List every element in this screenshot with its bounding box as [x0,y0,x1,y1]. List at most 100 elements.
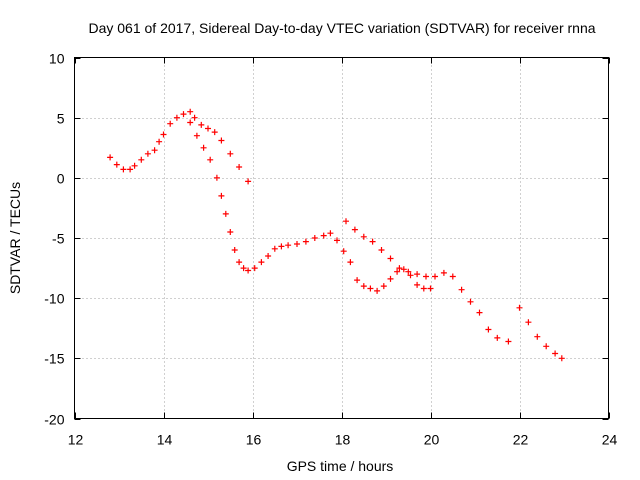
data-point [552,350,559,357]
data-point [378,247,385,253]
data-point [494,334,501,341]
data-point [113,161,120,168]
data-point [449,273,456,280]
data-point [227,150,234,157]
x-tick-label: 22 [513,432,529,448]
data-point [407,272,414,279]
data-point [167,120,174,127]
y-axis-label: SDTVAR / TECUs [7,182,23,294]
data-point [505,338,512,345]
data-point [213,174,220,181]
data-point [156,138,163,145]
data-point [343,218,349,225]
data-point [265,253,272,259]
data-point [258,259,265,266]
data-point [396,265,403,272]
series-track-3 [343,218,512,345]
data-point [360,233,367,240]
data-point [138,156,145,163]
data-point [211,129,218,136]
data-point [367,285,374,292]
x-axis-label: GPS time / hours [287,458,394,474]
data-point [131,162,138,169]
data-point [107,154,114,161]
data-point [525,319,532,326]
y-tick-label: -5 [52,231,65,247]
data-point [193,132,200,139]
x-tick-label: 14 [157,432,173,448]
data-point [414,271,421,278]
data-point [387,255,394,262]
data-point [205,125,211,132]
data-point [198,121,205,128]
data-point [340,248,347,255]
y-tick-label: -20 [44,412,64,428]
x-tick-label: 20 [424,432,440,448]
data-point [236,164,243,170]
data-point [354,277,361,284]
data-point [245,267,252,274]
data-point [427,285,434,292]
data-point [187,108,194,115]
y-tick-label: 10 [49,51,65,67]
data-point [516,304,523,311]
data-point [120,166,127,173]
data-point [151,147,158,154]
grid [74,57,609,419]
data-point [180,111,187,118]
data-point [236,259,243,266]
data-point [405,268,412,275]
data-point [218,192,225,199]
data-point [311,235,318,241]
x-tick-label: 18 [335,432,351,448]
data-point [320,232,327,239]
x-tick-label: 24 [602,432,618,448]
data-point [440,269,447,276]
data-point [207,156,214,163]
data-point [351,226,358,233]
data-point [534,333,541,340]
data-point [231,247,238,253]
data-point [458,286,465,293]
data-point [334,237,340,244]
data-point [369,238,376,245]
data-point [374,287,381,294]
data-point [187,119,194,126]
y-tick-label: 5 [57,111,65,127]
data-point [240,265,247,272]
data-point [467,298,474,305]
data-point [387,275,394,282]
data-point [251,265,258,272]
series-group [107,108,565,362]
data-point [423,273,429,280]
x-tick-label: 16 [246,432,262,448]
data-point [278,243,285,250]
data-point [327,230,334,237]
data-point [543,343,550,350]
data-point [218,137,225,144]
y-tick-label: -10 [44,291,64,307]
data-point [400,266,407,273]
chart-title: Day 061 of 2017, Sidereal Day-to-day VTE… [88,20,595,36]
data-point [380,283,387,290]
data-point [360,283,367,290]
data-point [227,229,234,235]
data-point [173,114,180,121]
data-point [144,150,151,157]
data-point [485,326,492,333]
data-point [160,131,167,138]
ticks: 12 14 16 18 20 22 24 -20 -15 -10 -5 0 5 10 [44,51,617,448]
series-track-2 [187,119,434,294]
data-point [127,166,134,173]
data-point [420,285,427,292]
data-point [558,355,565,362]
data-point [245,178,252,185]
y-tick-label: -15 [44,351,64,367]
data-point [432,273,438,280]
data-point [347,259,354,266]
data-point [200,144,207,151]
x-tick-label: 12 [68,432,84,448]
data-point [414,281,421,288]
data-point [191,114,198,121]
data-point [294,241,300,247]
